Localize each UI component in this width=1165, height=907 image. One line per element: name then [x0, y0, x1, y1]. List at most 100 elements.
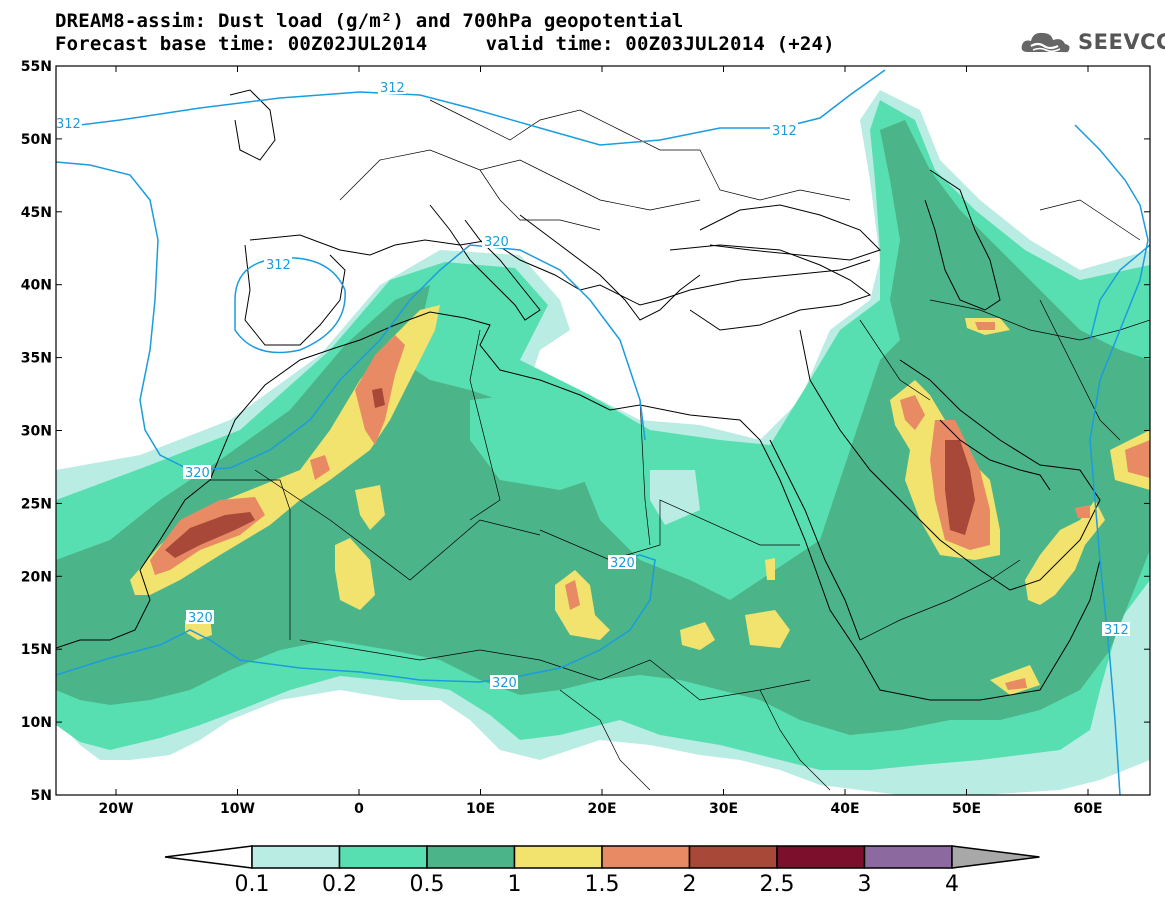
contour-label: 312 [56, 117, 81, 132]
dust-patch-light-1 [470, 390, 620, 490]
lat-label: 45N [21, 205, 52, 221]
dust-yellow-6 [745, 610, 790, 648]
lon-label: 20E [587, 801, 616, 817]
dust-yellow-11 [890, 380, 1000, 560]
colorbar-label: 1 [508, 872, 522, 897]
lon-label: 40E [830, 801, 859, 817]
coast-black-sea [699, 204, 881, 261]
lat-label: 50N [21, 132, 52, 148]
dust-darkred-2 [372, 388, 385, 408]
geopotential-contours [56, 69, 1150, 795]
dust-yellow-12 [1025, 500, 1105, 605]
dust-yellow-8 [990, 665, 1040, 695]
dust-orange-6 [900, 395, 925, 430]
dust-yellow-4 [555, 570, 610, 640]
contour-label: 320 [610, 556, 635, 571]
dust-band-0-1 [56, 90, 1150, 795]
logo-text: SEEVCCC [1078, 30, 1165, 54]
lon-label: 10E [466, 801, 495, 817]
latitude-axis: 55N 50N 45N 40N 35N 30N 25N 20N 15N 10N 5N [21, 59, 1150, 804]
colorbar-label: 2 [683, 872, 697, 897]
dust-orange-8 [1125, 440, 1150, 478]
contour-label: 312 [380, 81, 405, 96]
lat-label: 30N [21, 424, 52, 440]
border-sahel-1 [299, 639, 811, 701]
colorbar-segment [601, 845, 691, 869]
border-europe-3 [479, 169, 601, 231]
lon-label: 0 [354, 801, 364, 817]
coast-europe [249, 234, 871, 306]
colorbar-label: 2.5 [760, 872, 795, 897]
border-middle-east-2 [929, 299, 1150, 341]
contour-312-iberia [234, 257, 346, 354]
dust-yellow-5 [680, 622, 715, 650]
border-middle-east-1 [859, 319, 931, 401]
lat-label: 40N [21, 278, 52, 294]
lat-label: 35N [21, 351, 52, 367]
map-title: DREAM8-assim: Dust load (g/m²) and 700hP… [55, 10, 684, 32]
country-borders [210, 99, 1150, 791]
colorbar-segment [251, 845, 341, 869]
colorbar-segment [513, 845, 603, 869]
dust-band-0-2 [56, 100, 1150, 770]
dust-orange-4 [565, 580, 580, 610]
contour-label: 320 [188, 611, 213, 626]
contour-312-north [56, 69, 886, 146]
colorbar-segment [338, 845, 428, 869]
coast-red-sea [769, 439, 861, 641]
seevccc-logo: SEEVCCC [1020, 28, 1165, 56]
lat-label: 10N [21, 715, 52, 731]
contour-label: 320 [484, 235, 509, 250]
border-sahara-5 [639, 399, 651, 546]
border-east-africa-2 [759, 689, 831, 791]
lon-label: 10W [220, 801, 255, 817]
coast-caspian [924, 169, 1001, 311]
colorbar-segment [688, 845, 778, 869]
border-europe-2 [429, 99, 700, 151]
coast-arabia [799, 329, 1101, 591]
dust-orange-1 [150, 497, 265, 575]
border-east-africa-1 [859, 559, 1021, 641]
contour-label: 320 [185, 466, 210, 481]
contour-labels: 312 312 312 312 320 320 320 320 320 312 [54, 80, 1130, 691]
colorbar-label: 3 [858, 872, 872, 897]
contour-312-east [1074, 124, 1149, 795]
border-central-asia [1039, 199, 1141, 241]
colorbar-label: 4 [945, 872, 959, 897]
coast-britain [229, 89, 276, 161]
longitude-axis: 20W 10W 0 10E 20E 30E 40E 50E 60E [99, 66, 1103, 817]
contour-label: 320 [492, 676, 517, 691]
border-sahara-1 [210, 479, 291, 640]
contour-label: 312 [772, 124, 797, 139]
coast-iberia [244, 244, 346, 346]
border-europe-1 [339, 149, 701, 211]
contour-arabia-east [1089, 244, 1150, 341]
lon-label: 50E [952, 801, 981, 817]
border-europe-4 [699, 149, 851, 201]
coast-persian-gulf [939, 419, 1051, 491]
colorbar-over-arrow [951, 845, 1040, 869]
lat-label: 15N [21, 642, 52, 658]
colorbar-segment [776, 845, 866, 869]
dust-yellow-10 [965, 318, 1010, 335]
colorbar-label: 0.1 [235, 872, 270, 897]
cloud-icon [1021, 32, 1070, 53]
coast-turkey [669, 244, 872, 331]
border-sahara-2 [254, 469, 541, 581]
dust-field [56, 90, 1150, 795]
contour-312-west [56, 161, 646, 471]
dust-band-1 [130, 305, 440, 595]
dust-orange-5 [930, 420, 990, 550]
dust-band-0-5 [56, 120, 1150, 735]
dust-orange-9 [1075, 505, 1090, 518]
lat-label: 20N [21, 569, 52, 585]
colorbar-under-arrow [164, 845, 253, 869]
contour-320-sahel [56, 554, 656, 683]
lat-label: 55N [21, 59, 52, 75]
coast-africa-west [56, 311, 1101, 701]
dust-orange-7 [975, 322, 995, 330]
contour-label: 312 [1104, 623, 1129, 638]
dust-yellow-9 [185, 615, 212, 640]
lon-label: 30E [709, 801, 738, 817]
dust-yellow-13 [1110, 430, 1150, 490]
